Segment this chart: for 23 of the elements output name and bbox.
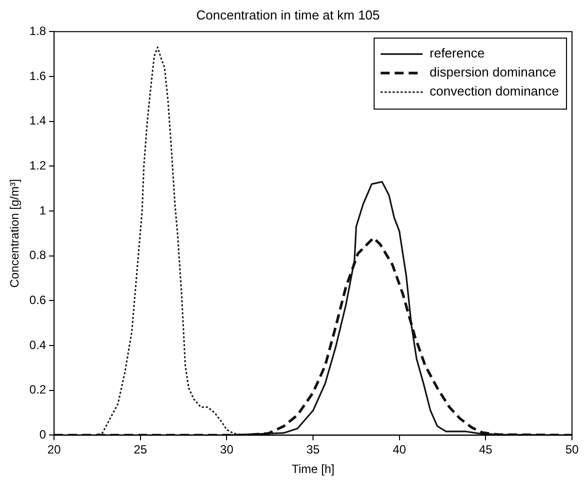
x-tick-label: 20 <box>47 442 62 457</box>
legend-label: convection dominance <box>430 84 559 99</box>
y-tick-label: 0.6 <box>29 292 46 307</box>
y-tick-label: 1 <box>39 203 46 218</box>
x-tick-label: 40 <box>392 442 406 457</box>
legend-label: dispersion dominance <box>430 64 556 80</box>
x-tick-label: 25 <box>134 442 148 457</box>
y-tick-label: 0.8 <box>29 248 46 262</box>
y-tick-label: 0.4 <box>29 338 46 352</box>
x-tick-label: 35 <box>306 442 320 457</box>
x-tick-label: 50 <box>565 442 579 457</box>
y-tick-label: 1.2 <box>29 158 46 172</box>
y-tick-label: 0 <box>39 428 46 442</box>
y-tick-label: 1.6 <box>29 68 46 83</box>
y-tick-label: 1.4 <box>29 114 46 128</box>
x-tick-label: 30 <box>220 442 234 457</box>
y-tick-label: 0.2 <box>29 382 46 397</box>
x-tick-label: 45 <box>479 442 493 457</box>
y-tick-label: 1.8 <box>29 24 46 38</box>
chart-title: Concentration in time at km 105 <box>196 7 380 22</box>
y-axis-title: Concentration [g/m³] <box>8 179 22 288</box>
x-axis-title: Time [h] <box>292 462 334 476</box>
legend-label: reference <box>430 46 485 61</box>
